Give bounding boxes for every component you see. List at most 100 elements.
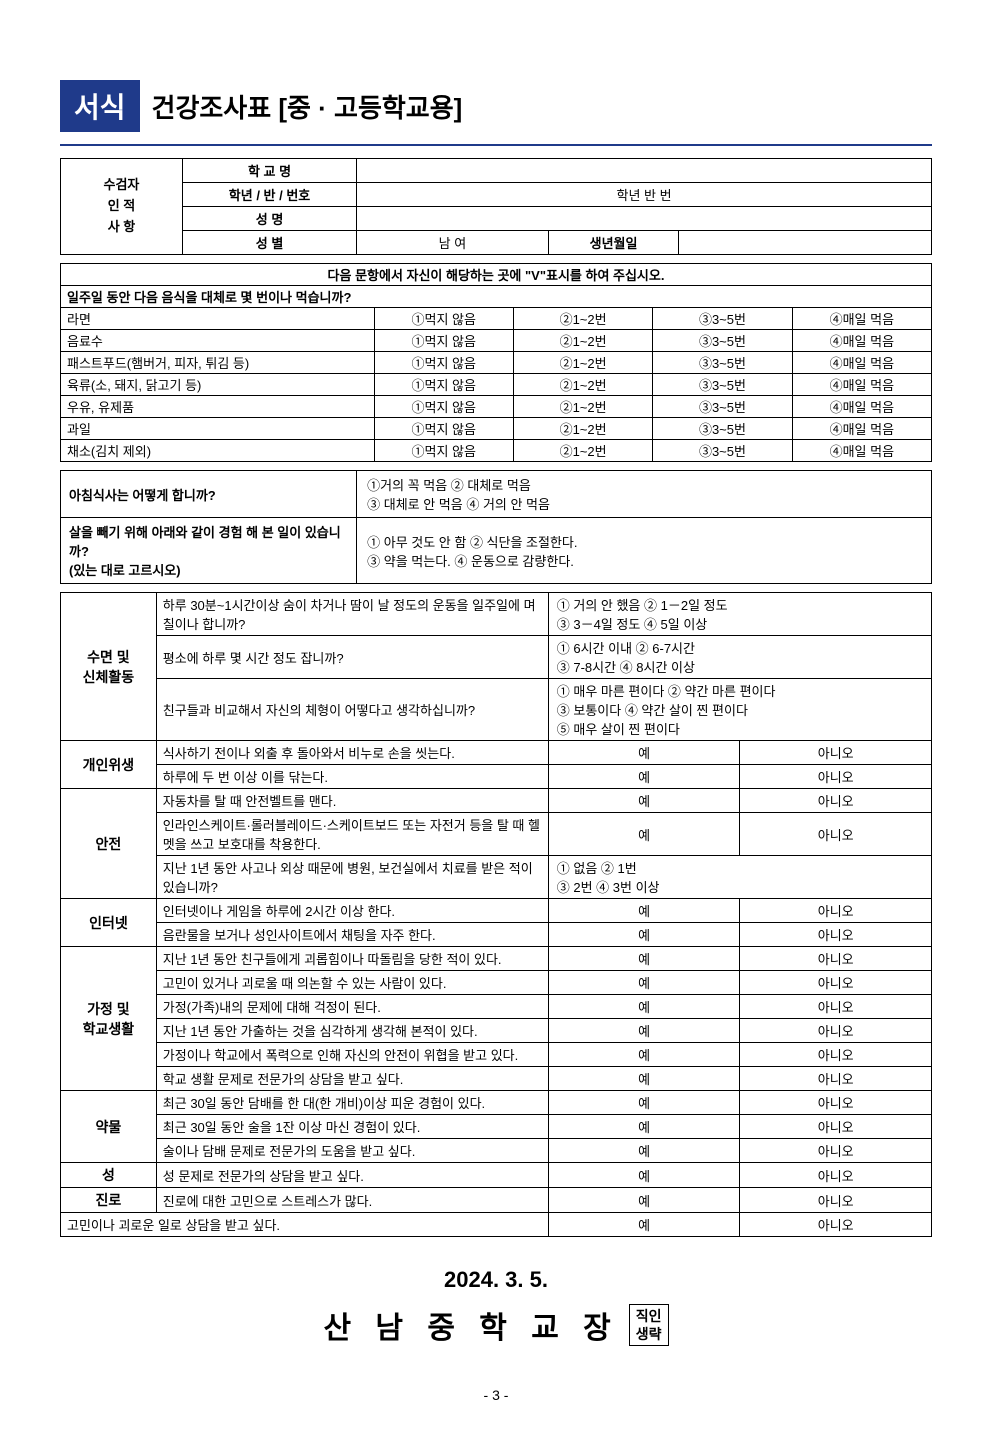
- food-option[interactable]: ④매일 먹음: [792, 330, 931, 352]
- answer-no[interactable]: 아니오: [740, 1139, 932, 1163]
- answer-no[interactable]: 아니오: [740, 789, 932, 813]
- answer-no[interactable]: 아니오: [740, 1067, 932, 1091]
- survey-row: 수면 및 신체활동하루 30분~1시간이상 숨이 차거나 땀이 날 정도의 운동…: [61, 593, 932, 636]
- answer-no[interactable]: 아니오: [740, 1188, 932, 1213]
- food-option[interactable]: ③3~5번: [653, 308, 792, 330]
- question-options[interactable]: ① 거의 안 했음 ② 1－2일 정도 ③ 3－4일 정도 ④ 5일 이상: [548, 593, 931, 636]
- food-option[interactable]: ②1~2번: [513, 396, 652, 418]
- food-option[interactable]: ④매일 먹음: [792, 308, 931, 330]
- question-text: 학교 생활 문제로 전문가의 상담을 받고 싶다.: [156, 1067, 548, 1091]
- answer-yes[interactable]: 예: [548, 741, 740, 765]
- info-row-name-value[interactable]: [357, 207, 932, 231]
- answer-yes[interactable]: 예: [548, 899, 740, 923]
- info-row-school-value[interactable]: [357, 159, 932, 183]
- answer-yes[interactable]: 예: [548, 1115, 740, 1139]
- answer-no[interactable]: 아니오: [740, 765, 932, 789]
- survey-row: 성성 문제로 전문가의 상담을 받고 싶다.예아니오: [61, 1163, 932, 1188]
- answer-no[interactable]: 아니오: [740, 1043, 932, 1067]
- category-label: 성: [61, 1163, 157, 1188]
- answer-yes[interactable]: 예: [548, 1091, 740, 1115]
- food-option[interactable]: ②1~2번: [513, 330, 652, 352]
- question-text: 지난 1년 동안 사고나 외상 때문에 병원, 보건실에서 치료를 받은 적이 …: [156, 856, 548, 899]
- question-text: 인터넷이나 게임을 하루에 2시간 이상 한다.: [156, 899, 548, 923]
- food-option[interactable]: ③3~5번: [653, 330, 792, 352]
- survey-row: 하루에 두 번 이상 이를 닦는다.예아니오: [61, 765, 932, 789]
- food-option[interactable]: ③3~5번: [653, 352, 792, 374]
- food-option[interactable]: ①먹지 않음: [374, 374, 513, 396]
- food-option[interactable]: ②1~2번: [513, 440, 652, 462]
- food-option[interactable]: ②1~2번: [513, 374, 652, 396]
- food-option[interactable]: ④매일 먹음: [792, 352, 931, 374]
- food-option[interactable]: ②1~2번: [513, 308, 652, 330]
- question-options[interactable]: ① 6시간 이내 ② 6-7시간 ③ 7-8시간 ④ 8시간 이상: [548, 636, 931, 679]
- answer-yes[interactable]: 예: [548, 813, 740, 856]
- answer-no[interactable]: 아니오: [740, 899, 932, 923]
- answer-yes[interactable]: 예: [548, 923, 740, 947]
- question-text: 진로에 대한 고민으로 스트레스가 많다.: [156, 1188, 548, 1213]
- answer-no[interactable]: 아니오: [740, 1019, 932, 1043]
- answer-yes[interactable]: 예: [548, 1043, 740, 1067]
- food-option[interactable]: ④매일 먹음: [792, 396, 931, 418]
- food-option[interactable]: ①먹지 않음: [374, 352, 513, 374]
- q-breakfast: 아침식사는 어떻게 합니까?: [61, 471, 357, 518]
- answer-yes[interactable]: 예: [548, 789, 740, 813]
- category-label: 개인위생: [61, 741, 157, 789]
- answer-yes[interactable]: 예: [548, 1163, 740, 1188]
- food-row: 과일①먹지 않음②1~2번③3~5번④매일 먹음: [61, 418, 932, 440]
- answer-no[interactable]: 아니오: [740, 1091, 932, 1115]
- survey-row: 진로진로에 대한 고민으로 스트레스가 많다.예아니오: [61, 1188, 932, 1213]
- food-row: 음료수①먹지 않음②1~2번③3~5번④매일 먹음: [61, 330, 932, 352]
- food-option[interactable]: ③3~5번: [653, 418, 792, 440]
- answer-yes[interactable]: 예: [548, 1067, 740, 1091]
- answer-yes[interactable]: 예: [548, 947, 740, 971]
- info-row-grade-value[interactable]: 학년 반 번: [357, 183, 932, 207]
- answer-no[interactable]: 아니오: [740, 971, 932, 995]
- question-text: 최근 30일 동안 술을 1잔 이상 마신 경험이 있다.: [156, 1115, 548, 1139]
- food-option[interactable]: ①먹지 않음: [374, 308, 513, 330]
- answer-yes[interactable]: 예: [548, 1019, 740, 1043]
- food-row: 육류(소, 돼지, 닭고기 등)①먹지 않음②1~2번③3~5번④매일 먹음: [61, 374, 932, 396]
- survey-row: 지난 1년 동안 사고나 외상 때문에 병원, 보건실에서 치료를 받은 적이 …: [61, 856, 932, 899]
- survey-row: 친구들과 비교해서 자신의 체형이 어떻다고 생각하십니까?① 매우 마른 편이…: [61, 679, 932, 741]
- food-option[interactable]: ①먹지 않음: [374, 396, 513, 418]
- answer-no[interactable]: 아니오: [740, 923, 932, 947]
- answer-yes[interactable]: 예: [548, 1139, 740, 1163]
- q-weight-opts[interactable]: ① 아무 것도 안 함 ② 식단을 조절한다. ③ 약을 먹는다. ④ 운동으로…: [357, 518, 932, 584]
- info-row-birth-label: 생년월일: [548, 231, 679, 255]
- question-text: 평소에 하루 몇 시간 정도 잡니까?: [156, 636, 548, 679]
- food-option[interactable]: ③3~5번: [653, 396, 792, 418]
- food-option[interactable]: ④매일 먹음: [792, 418, 931, 440]
- last-yes[interactable]: 예: [548, 1213, 740, 1237]
- answer-no[interactable]: 아니오: [740, 1115, 932, 1139]
- answer-yes[interactable]: 예: [548, 971, 740, 995]
- examinee-info-table: 수검자 인 적 사 항 학 교 명 학년 / 반 / 번호 학년 반 번 성 명…: [60, 158, 932, 255]
- answer-no[interactable]: 아니오: [740, 741, 932, 765]
- last-no[interactable]: 아니오: [740, 1213, 932, 1237]
- food-option[interactable]: ②1~2번: [513, 352, 652, 374]
- category-label: 인터넷: [61, 899, 157, 947]
- food-option[interactable]: ③3~5번: [653, 440, 792, 462]
- answer-yes[interactable]: 예: [548, 1188, 740, 1213]
- info-row-birth-value[interactable]: [679, 231, 932, 255]
- q-breakfast-opts[interactable]: ①거의 꼭 먹음 ② 대체로 먹음 ③ 대체로 안 먹음 ④ 거의 안 먹음: [357, 471, 932, 518]
- question-options[interactable]: ① 매우 마른 편이다 ② 약간 마른 편이다 ③ 보통이다 ④ 약간 살이 찐…: [548, 679, 931, 741]
- answer-no[interactable]: 아니오: [740, 1163, 932, 1188]
- answer-yes[interactable]: 예: [548, 765, 740, 789]
- food-option[interactable]: ③3~5번: [653, 374, 792, 396]
- answer-yes[interactable]: 예: [548, 995, 740, 1019]
- food-option[interactable]: ①먹지 않음: [374, 330, 513, 352]
- signature-text: 산 남 중 학 교 장: [323, 1303, 618, 1347]
- answer-no[interactable]: 아니오: [740, 995, 932, 1019]
- question-text: 음란물을 보거나 성인사이트에서 채팅을 자주 한다.: [156, 923, 548, 947]
- survey-row: 안전자동차를 탈 때 안전벨트를 맨다.예아니오: [61, 789, 932, 813]
- answer-no[interactable]: 아니오: [740, 813, 932, 856]
- food-option[interactable]: ①먹지 않음: [374, 440, 513, 462]
- food-option[interactable]: ①먹지 않음: [374, 418, 513, 440]
- instruction-text: 다음 문항에서 자신이 해당하는 곳에 "V"표시를 하여 주십시오.: [61, 264, 932, 286]
- food-option[interactable]: ②1~2번: [513, 418, 652, 440]
- food-option[interactable]: ④매일 먹음: [792, 440, 931, 462]
- info-row-gender-value[interactable]: 남 여: [357, 231, 549, 255]
- question-options[interactable]: ① 없음 ② 1번 ③ 2번 ④ 3번 이상: [548, 856, 931, 899]
- food-option[interactable]: ④매일 먹음: [792, 374, 931, 396]
- answer-no[interactable]: 아니오: [740, 947, 932, 971]
